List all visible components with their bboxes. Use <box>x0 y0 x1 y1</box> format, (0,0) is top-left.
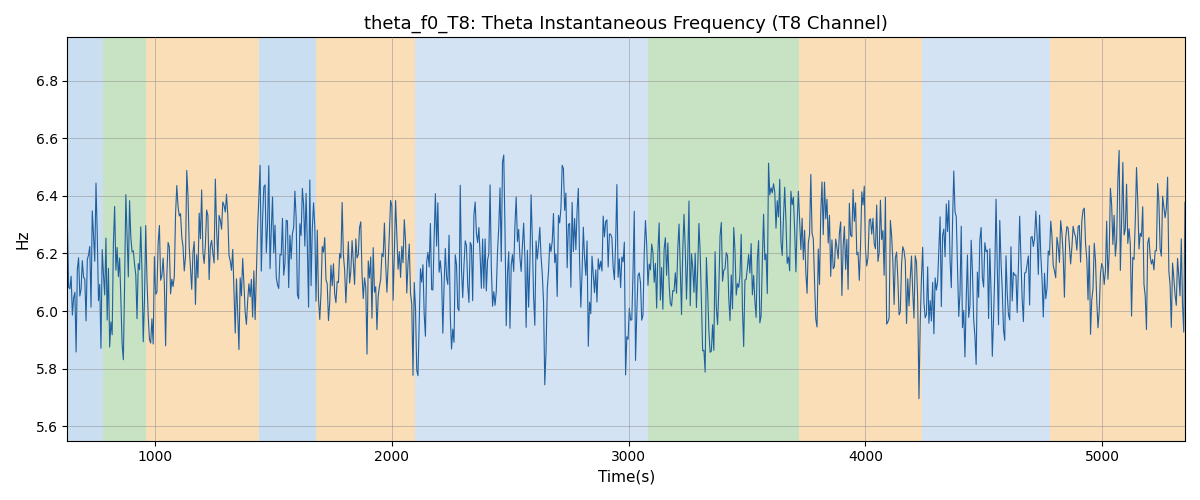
Bar <box>600 38 619 440</box>
Title: theta_f0_T8: Theta Instantaneous Frequency (T8 Channel): theta_f0_T8: Theta Instantaneous Frequen… <box>365 15 888 34</box>
Bar <box>259 38 316 440</box>
Bar <box>799 38 922 440</box>
Bar <box>619 38 648 440</box>
Bar <box>316 38 415 440</box>
Bar <box>67 38 103 440</box>
X-axis label: Time(s): Time(s) <box>598 470 655 485</box>
Bar <box>1050 38 1184 440</box>
Bar <box>922 38 1050 440</box>
Bar <box>145 38 259 440</box>
Y-axis label: Hz: Hz <box>16 230 30 249</box>
Bar <box>648 38 761 440</box>
Bar <box>415 38 600 440</box>
Bar <box>103 38 145 440</box>
Bar <box>761 38 799 440</box>
